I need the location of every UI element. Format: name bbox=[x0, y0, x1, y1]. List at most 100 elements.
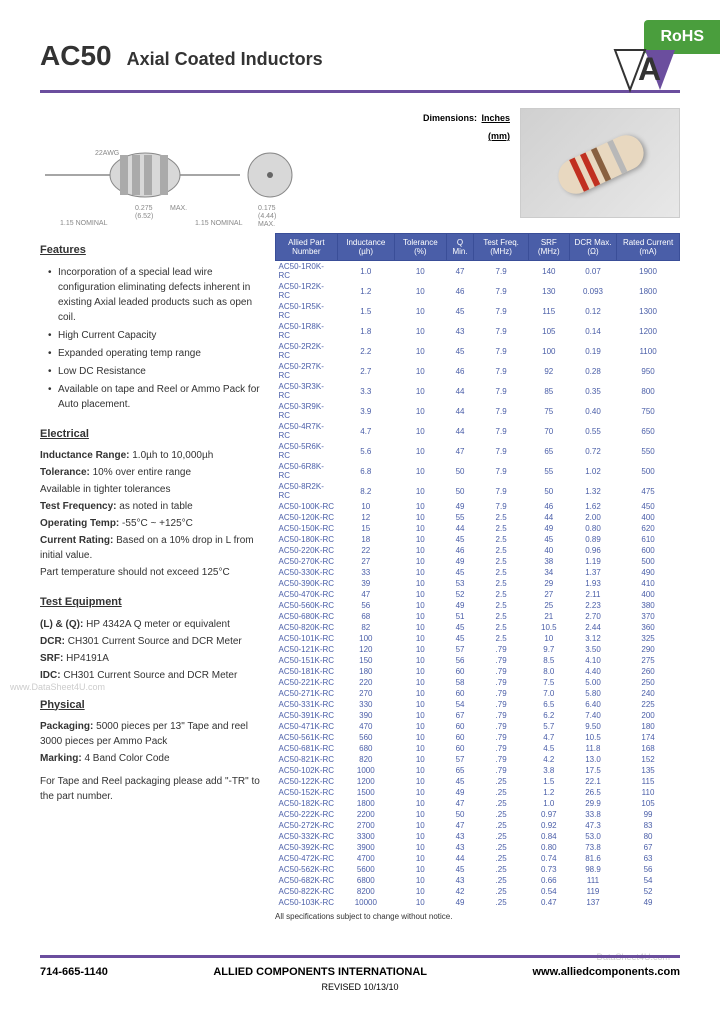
table-cell: 600 bbox=[617, 545, 680, 556]
table-cell: 73.8 bbox=[569, 842, 616, 853]
table-cell: 2700 bbox=[337, 820, 394, 831]
table-cell: 450 bbox=[617, 501, 680, 512]
table-cell: 7.9 bbox=[474, 421, 528, 441]
table-cell: 10 bbox=[395, 787, 447, 798]
table-cell: 46 bbox=[446, 281, 474, 301]
table-cell: 29 bbox=[528, 578, 569, 589]
table-cell: 100 bbox=[528, 341, 569, 361]
table-cell: 10 bbox=[395, 820, 447, 831]
table-cell: 2.5 bbox=[474, 512, 528, 523]
table-cell: .79 bbox=[474, 732, 528, 743]
table-cell: 54 bbox=[446, 699, 474, 710]
table-cell: AC50-222K-RC bbox=[276, 809, 338, 820]
header: AC50 Axial Coated Inductors A bbox=[0, 0, 720, 82]
feature-item: Expanded operating temp range bbox=[48, 346, 260, 361]
table-cell: 7.9 bbox=[474, 441, 528, 461]
table-cell: 68 bbox=[337, 611, 394, 622]
table-cell: 8200 bbox=[337, 886, 394, 897]
table-cell: AC50-102K-RC bbox=[276, 765, 338, 776]
table-cell: 22.1 bbox=[569, 776, 616, 787]
table-cell: AC50-220K-RC bbox=[276, 545, 338, 556]
table-cell: .79 bbox=[474, 754, 528, 765]
table-cell: 11.8 bbox=[569, 743, 616, 754]
table-cell: 70 bbox=[528, 421, 569, 441]
table-cell: 45 bbox=[446, 776, 474, 787]
table-cell: 180 bbox=[617, 721, 680, 732]
table-cell: 400 bbox=[617, 589, 680, 600]
table-cell: 10 bbox=[395, 361, 447, 381]
table-cell: 10 bbox=[395, 523, 447, 534]
table-cell: 10 bbox=[528, 633, 569, 644]
table-cell: 0.14 bbox=[569, 321, 616, 341]
table-row: AC50-472K-RC47001044.250.7481.663 bbox=[276, 853, 680, 864]
table-cell: 44 bbox=[446, 401, 474, 421]
table-cell: 15 bbox=[337, 523, 394, 534]
table-cell: 10 bbox=[395, 578, 447, 589]
table-row: AC50-3R3K-RC3.310447.9850.35800 bbox=[276, 381, 680, 401]
table-cell: 10 bbox=[395, 864, 447, 875]
table-cell: 650 bbox=[617, 421, 680, 441]
table-cell: 390 bbox=[337, 710, 394, 721]
table-cell: 47 bbox=[446, 798, 474, 809]
features-title: Features bbox=[40, 242, 260, 259]
table-cell: .25 bbox=[474, 875, 528, 886]
table-cell: 5.7 bbox=[528, 721, 569, 732]
table-cell: 55 bbox=[446, 512, 474, 523]
svg-text:A: A bbox=[638, 51, 661, 87]
table-cell: 0.28 bbox=[569, 361, 616, 381]
table-cell: 620 bbox=[617, 523, 680, 534]
table-cell: 6.2 bbox=[528, 710, 569, 721]
table-cell: 105 bbox=[528, 321, 569, 341]
table-cell: 10 bbox=[395, 301, 447, 321]
table-cell: 10 bbox=[395, 765, 447, 776]
table-cell: 10 bbox=[395, 798, 447, 809]
table-cell: 4.7 bbox=[528, 732, 569, 743]
table-cell: 6.40 bbox=[569, 699, 616, 710]
table-row: AC50-3R9K-RC3.910447.9750.40750 bbox=[276, 401, 680, 421]
table-cell: 2.7 bbox=[337, 361, 394, 381]
table-cell: 13.0 bbox=[569, 754, 616, 765]
table-note: All specifications subject to change wit… bbox=[275, 912, 680, 921]
table-cell: AC50-150K-RC bbox=[276, 523, 338, 534]
table-row: AC50-8R2K-RC8.210507.9501.32475 bbox=[276, 481, 680, 501]
table-row: AC50-120K-RC1210552.5442.00400 bbox=[276, 512, 680, 523]
dimensions-label-block: Dimensions: Inches (mm) bbox=[423, 108, 510, 144]
table-cell: 6800 bbox=[337, 875, 394, 886]
table-cell: 47 bbox=[446, 441, 474, 461]
table-row: AC50-150K-RC1510442.5490.80620 bbox=[276, 523, 680, 534]
table-cell: 43 bbox=[446, 875, 474, 886]
table-cell: AC50-103K-RC bbox=[276, 897, 338, 908]
table-cell: .25 bbox=[474, 886, 528, 897]
table-cell: 42 bbox=[446, 886, 474, 897]
table-cell: 10 bbox=[395, 622, 447, 633]
table-header: SRF (MHz) bbox=[528, 234, 569, 261]
table-cell: 3300 bbox=[337, 831, 394, 842]
table-cell: AC50-822K-RC bbox=[276, 886, 338, 897]
table-cell: 49 bbox=[446, 897, 474, 908]
table-cell: 2.5 bbox=[474, 523, 528, 534]
table-cell: 9.7 bbox=[528, 644, 569, 655]
table-cell: .25 bbox=[474, 897, 528, 908]
table-cell: AC50-390K-RC bbox=[276, 578, 338, 589]
table-cell: 46 bbox=[446, 361, 474, 381]
table-cell: 4.5 bbox=[528, 743, 569, 754]
table-cell: 2.5 bbox=[474, 534, 528, 545]
table-cell: 4700 bbox=[337, 853, 394, 864]
spec-line: Inductance Range: 1.0µh to 10,000µh bbox=[40, 448, 260, 463]
table-cell: 115 bbox=[617, 776, 680, 787]
table-cell: 60 bbox=[446, 743, 474, 754]
spec-line: Test Frequency: as noted in table bbox=[40, 499, 260, 514]
table-cell: .79 bbox=[474, 666, 528, 677]
table-cell: 1900 bbox=[617, 261, 680, 282]
table-cell: 26.5 bbox=[569, 787, 616, 798]
table-cell: 10 bbox=[395, 401, 447, 421]
table-cell: 140 bbox=[528, 261, 569, 282]
table-cell: 410 bbox=[617, 578, 680, 589]
table-cell: 6.8 bbox=[337, 461, 394, 481]
footer-website: www.alliedcomponents.com bbox=[532, 966, 680, 978]
table-cell: 80 bbox=[617, 831, 680, 842]
table-cell: 680 bbox=[337, 743, 394, 754]
table-cell: 52 bbox=[446, 589, 474, 600]
table-cell: .79 bbox=[474, 677, 528, 688]
table-cell: 21 bbox=[528, 611, 569, 622]
